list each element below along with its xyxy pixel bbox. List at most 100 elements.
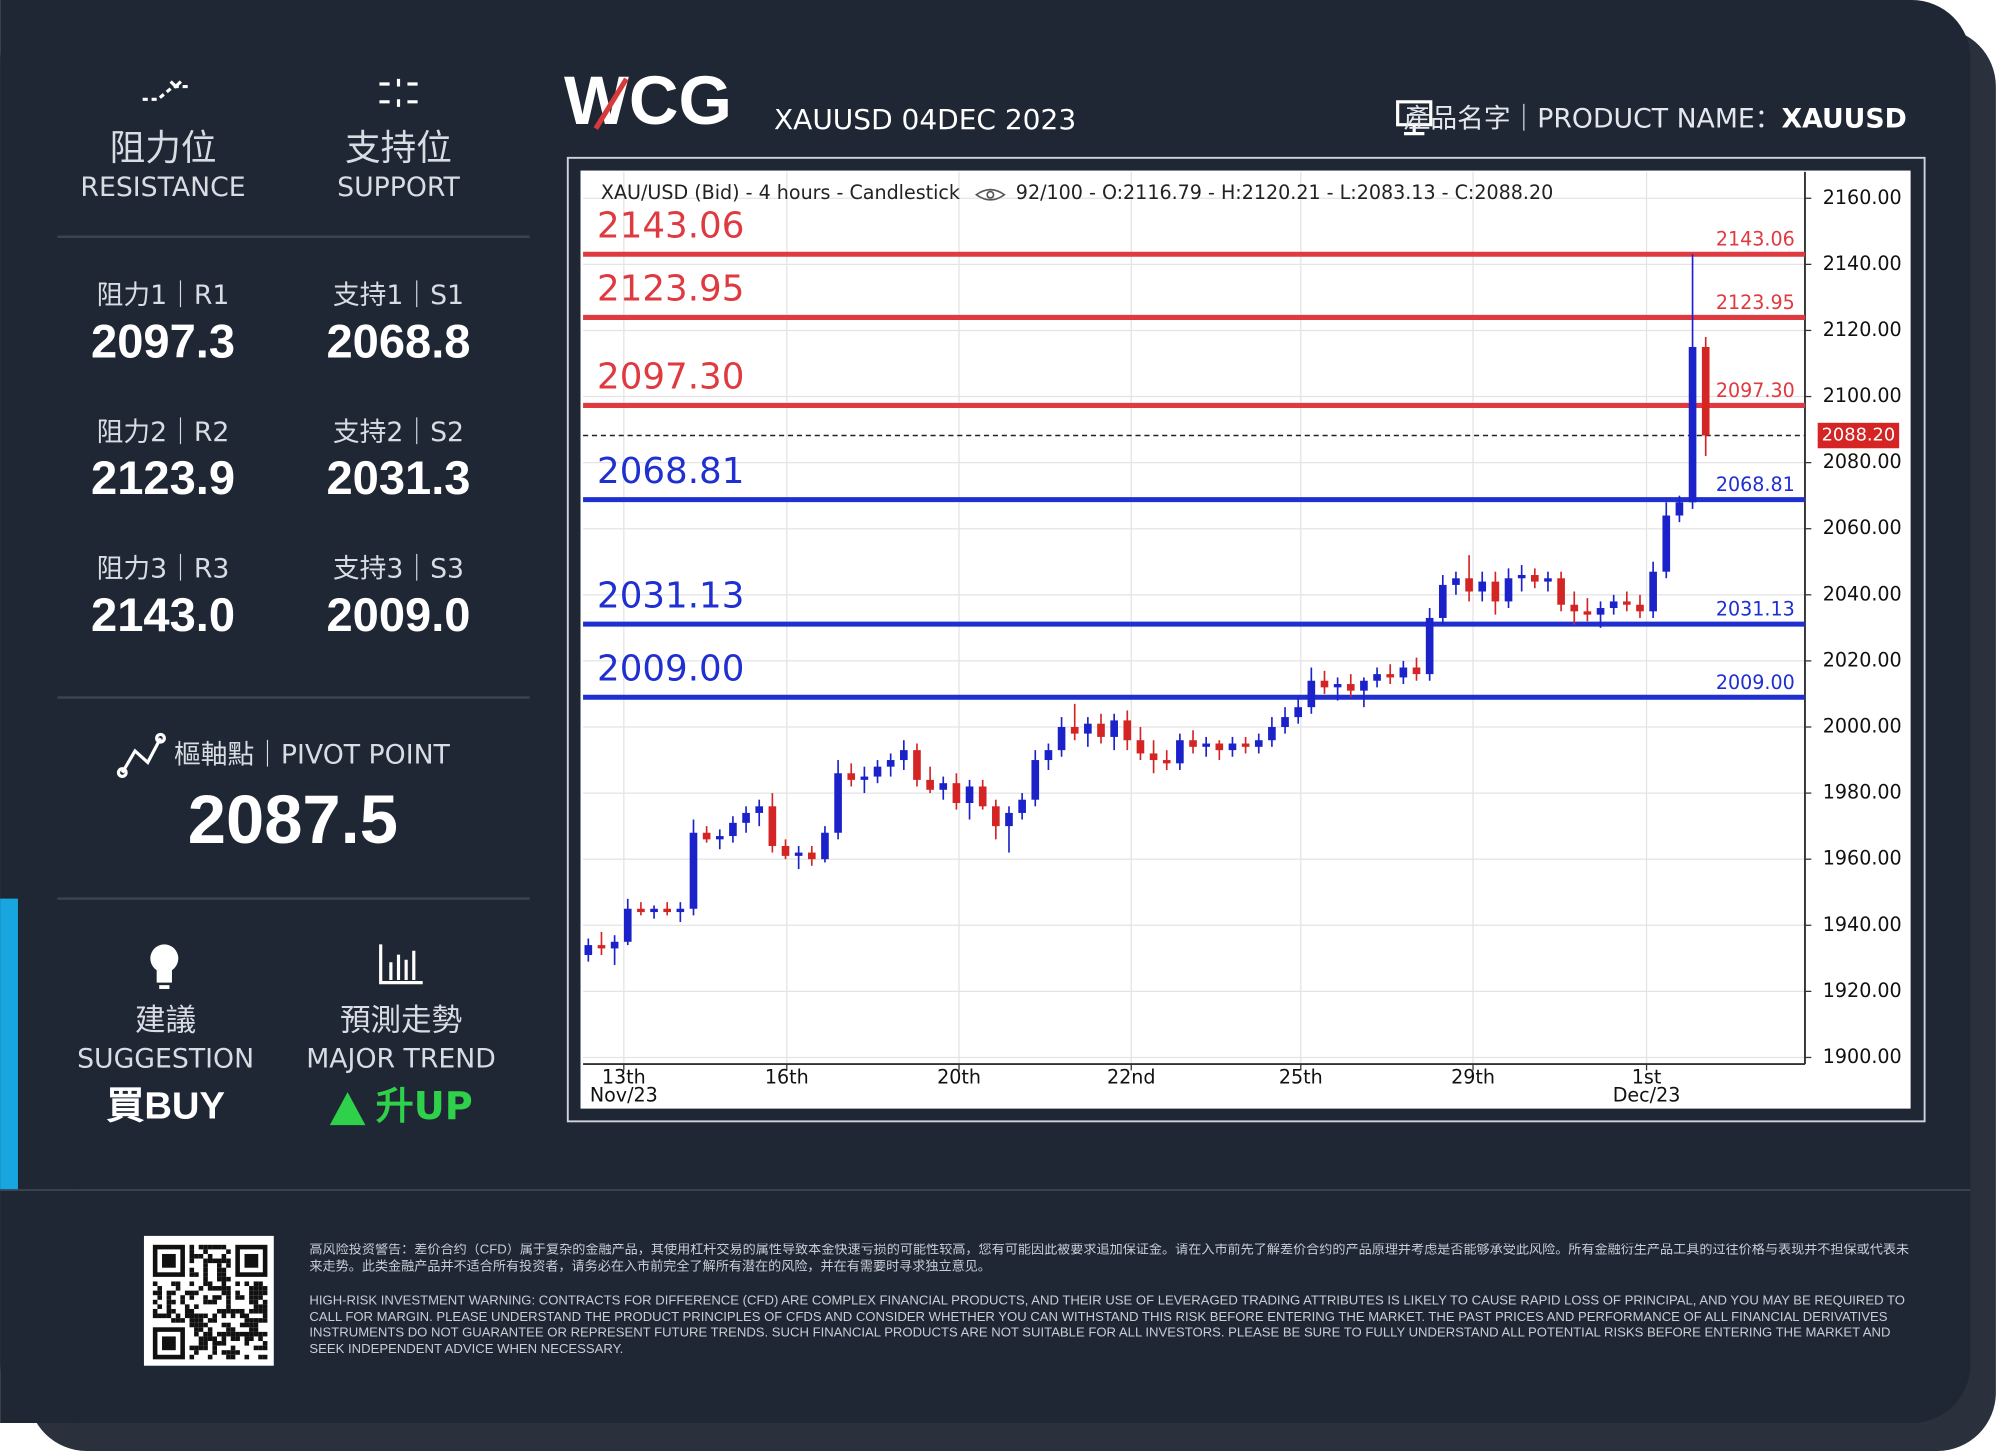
support-label: 支持3｜S3 <box>333 554 464 585</box>
qr-cell <box>152 1308 158 1314</box>
qr-cell <box>198 1244 204 1250</box>
qr-cell <box>230 1308 236 1314</box>
y-tick-label: 2100.00 <box>1823 384 1902 407</box>
candle-body <box>755 806 764 813</box>
qr-cell <box>253 1322 259 1328</box>
candle-body <box>1438 584 1447 618</box>
qr-cell <box>189 1313 195 1319</box>
qr-cell <box>203 1322 208 1328</box>
y-tick-label: 1900.00 <box>1823 1045 1902 1068</box>
disclaimer-en: HIGH-RISK INVESTMENT WARNING: CONTRACTS … <box>309 1294 1905 1357</box>
qr-cell <box>221 1313 227 1319</box>
qr-cell <box>157 1295 163 1300</box>
logo: WCG <box>564 62 732 139</box>
x-tick-sublabel: Dec/23 <box>1613 1083 1681 1106</box>
qr-cell <box>207 1327 213 1332</box>
qr-cell <box>221 1272 227 1277</box>
qr-cell <box>203 1272 208 1277</box>
qr-cell <box>230 1313 236 1319</box>
candle-body <box>637 908 645 913</box>
qr-cell <box>166 1295 172 1300</box>
qr-cell <box>189 1249 195 1254</box>
qr-cell <box>221 1286 227 1291</box>
qr-cell <box>239 1322 245 1328</box>
qr-cell <box>212 1244 218 1250</box>
qr-cell <box>152 1290 158 1296</box>
qr-cell <box>180 1295 185 1300</box>
y-tick-label: 1940.00 <box>1823 913 1902 936</box>
qr-cell <box>194 1327 199 1332</box>
support-value: 2068.8 <box>327 314 471 367</box>
y-tick-label: 2140.00 <box>1823 252 1902 275</box>
candle-body <box>610 941 619 949</box>
qr-cell <box>230 1327 236 1332</box>
qr-cell <box>203 1258 208 1264</box>
qr-cell <box>262 1341 268 1346</box>
qr-cell <box>189 1290 195 1296</box>
trend-value: 升UP <box>376 1085 473 1129</box>
qr-cell <box>198 1336 204 1342</box>
qr-cell <box>189 1267 195 1273</box>
y-tick-label: 2020.00 <box>1823 648 1902 671</box>
qr-cell <box>221 1258 227 1264</box>
qr-cell <box>189 1354 195 1360</box>
qr-cell <box>221 1267 227 1273</box>
qr-cell <box>198 1286 204 1291</box>
candle-body <box>926 779 934 790</box>
candle-body <box>663 908 672 913</box>
qr-cell <box>226 1258 231 1264</box>
candle-body <box>1412 667 1421 675</box>
qr-cell <box>207 1253 213 1259</box>
qr-cell <box>226 1308 231 1314</box>
qr-cell <box>226 1354 231 1360</box>
candle-body <box>1688 346 1697 503</box>
qr-cell <box>235 1295 240 1300</box>
qr-cell <box>226 1350 231 1355</box>
qr-cell <box>203 1281 208 1287</box>
qr-cell <box>203 1276 208 1282</box>
qr-cell <box>189 1308 195 1314</box>
qr-cell <box>175 1318 181 1323</box>
y-tick-label: 2160.00 <box>1823 186 1902 209</box>
qr-cell <box>221 1244 227 1250</box>
candle-body <box>1110 720 1118 737</box>
qr-cell <box>262 1290 268 1296</box>
qr-cell <box>253 1345 259 1351</box>
candle-body <box>1649 571 1657 612</box>
qr-cell <box>262 1318 268 1323</box>
qr-cell <box>189 1345 195 1351</box>
qr-cell <box>184 1290 190 1296</box>
qr-cell <box>194 1350 199 1355</box>
qr-cell <box>253 1308 259 1314</box>
qr-cell <box>189 1318 195 1323</box>
x-tick-label: 25th <box>1279 1066 1323 1089</box>
support-label: 支持2｜S2 <box>333 417 464 448</box>
trend-icon <box>379 944 423 985</box>
qr-cell <box>194 1272 199 1277</box>
candle-body <box>860 776 869 780</box>
support-label: 支持1｜S1 <box>333 280 464 311</box>
candle-body <box>1149 753 1158 761</box>
qr-cell <box>253 1290 259 1296</box>
qr-cell <box>203 1249 208 1254</box>
candle-body <box>1570 604 1579 612</box>
candle-body <box>1281 717 1289 727</box>
qr-cell <box>212 1318 218 1323</box>
candle-body <box>1583 611 1592 615</box>
qr-cell <box>226 1290 231 1296</box>
qr-cell <box>189 1244 195 1250</box>
qr-cell <box>212 1336 218 1342</box>
qr-cell <box>249 1308 254 1314</box>
qr-cell <box>166 1308 172 1314</box>
qr-cell <box>175 1281 181 1287</box>
level-label: 2031.13 <box>597 575 744 616</box>
qr-cell <box>239 1308 245 1314</box>
qr-cell <box>226 1295 231 1300</box>
candle-body <box>1609 601 1618 609</box>
candle-body <box>834 773 842 833</box>
qr-cell <box>189 1295 195 1300</box>
candle-body <box>992 806 1000 827</box>
candle-body <box>1386 674 1395 678</box>
qr-cell <box>226 1263 231 1268</box>
